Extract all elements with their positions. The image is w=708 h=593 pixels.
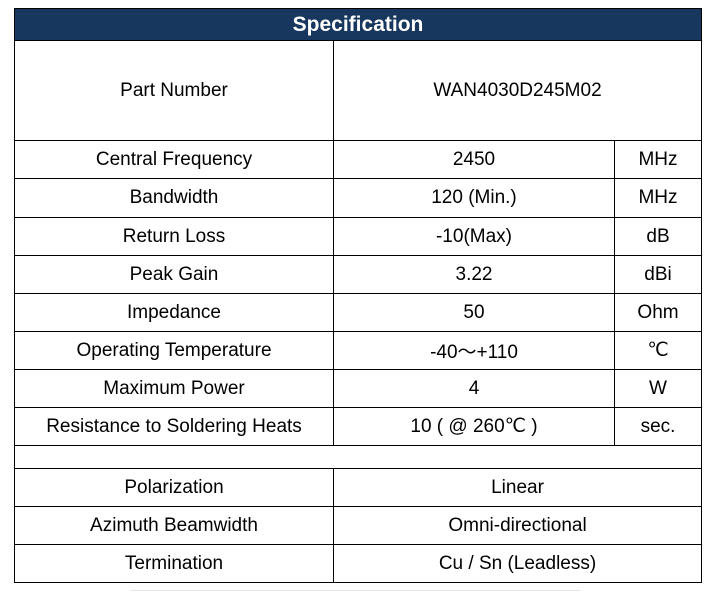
row-value: -10(Max) — [333, 217, 615, 256]
row-unit: MHz — [613, 178, 703, 218]
divider — [130, 590, 580, 591]
row-value: -40～+110 — [333, 331, 615, 370]
row-unit: dB — [613, 217, 703, 256]
row-value: 50 — [333, 293, 615, 332]
row-label: Maximum Power — [14, 369, 334, 408]
row-unit: sec. — [613, 407, 703, 446]
row-label: Resistance to Soldering Heats — [14, 407, 334, 446]
spec-row: Peak Gain 3.22 dBi — [14, 255, 703, 294]
row-label: Azimuth Beamwidth — [14, 506, 334, 545]
spec-row: Polarization Linear — [14, 468, 703, 507]
row-value: 4 — [333, 369, 615, 408]
row-unit: dBi — [613, 255, 703, 294]
spec-row: Azimuth Beamwidth Omni-directional — [14, 506, 703, 545]
spec-row: Return Loss -10(Max) dB — [14, 217, 703, 256]
spec-row: Maximum Power 4 W — [14, 369, 703, 408]
row-label: Bandwidth — [14, 178, 334, 218]
part-number-row: Part Number WAN4030D245M02 — [14, 40, 703, 141]
row-label: Peak Gain — [14, 255, 334, 294]
row-value: Linear — [332, 468, 703, 507]
row-label: Polarization — [14, 468, 334, 507]
spec-row: Termination Cu / Sn (Leadless) — [14, 544, 703, 583]
row-value: 120 (Min.) — [333, 178, 615, 218]
row-value: 10 ( @ 260℃ ) — [333, 407, 615, 446]
spec-row: Operating Temperature -40～+110 ℃ — [14, 331, 703, 370]
spec-table: Specification Part Number WAN4030D245M02 C… — [13, 8, 703, 583]
row-label: Impedance — [14, 293, 334, 332]
spec-row: Central Frequency 2450 MHz — [14, 140, 703, 179]
spacer-cell — [13, 445, 703, 469]
row-value: 3.22 — [333, 255, 615, 294]
row-unit: Ohm — [613, 293, 703, 332]
row-unit: MHz — [613, 140, 703, 179]
header-row: Specification — [13, 8, 703, 41]
row-label: Part Number — [14, 40, 334, 141]
row-value: WAN4030D245M02 — [332, 40, 703, 141]
spec-row: Resistance to Soldering Heats 10 ( @ 260℃… — [14, 407, 703, 446]
row-label: Central Frequency — [14, 140, 334, 179]
row-unit: ℃ — [613, 331, 703, 370]
row-value: Omni-directional — [332, 506, 703, 545]
row-label: Operating Temperature — [14, 331, 334, 370]
row-value: 2450 — [333, 140, 615, 179]
row-label: Return Loss — [14, 217, 334, 256]
spec-row: Bandwidth 120 (Min.) MHz — [14, 178, 703, 218]
table-title: Specification — [13, 8, 703, 41]
table-body: Specification Part Number WAN4030D245M02 C… — [13, 8, 703, 583]
row-value: Cu / Sn (Leadless) — [332, 544, 703, 583]
spec-row: Impedance 50 Ohm — [14, 293, 703, 332]
spacer-row — [13, 445, 703, 469]
row-label: Termination — [14, 544, 334, 583]
row-unit: W — [613, 369, 703, 408]
